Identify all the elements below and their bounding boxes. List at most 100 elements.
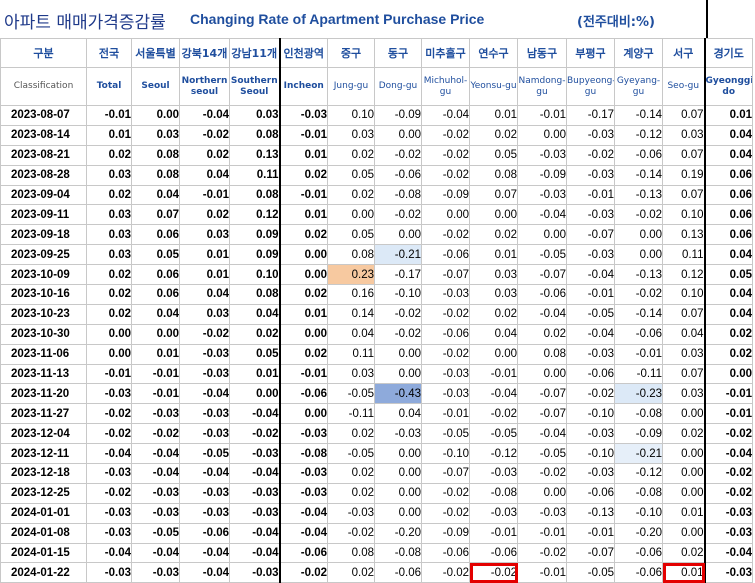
data-cell: 0.11	[662, 244, 705, 266]
data-cell: -0.10	[566, 443, 615, 465]
data-cell: 0.00	[374, 443, 422, 465]
data-cell: -0.03	[421, 363, 470, 385]
data-cell: -0.05	[179, 443, 230, 465]
data-cell: 0.08	[229, 184, 280, 206]
data-cell: 0.03	[662, 124, 705, 146]
data-cell: 0.23	[327, 264, 375, 286]
data-cell: 0.01	[131, 343, 180, 365]
data-cell: -0.13	[614, 264, 663, 286]
data-cell: 0.03	[327, 363, 375, 385]
data-cell: -0.04	[179, 463, 230, 484]
header-col-en: Yeonsu-gu	[469, 67, 518, 106]
data-cell: 0.04	[374, 403, 422, 425]
data-cell: 0.03	[86, 224, 132, 246]
data-cell: 0.00	[278, 323, 328, 345]
data-cell: -0.07	[421, 264, 470, 286]
data-cell: 0.00	[86, 343, 132, 365]
data-cell: -0.03	[86, 502, 132, 524]
data-cell: 0.07	[662, 184, 705, 206]
data-cell: -0.03	[703, 562, 753, 583]
price-table: 구분 전국 서울특별 강북14개 강남11개 인천광역 중구 동구 미추홀구 연수구 남동구 부평구 계…	[0, 38, 753, 583]
header-classification-ko: 구분	[0, 38, 87, 68]
data-cell: -0.01	[278, 363, 328, 385]
data-cell: -0.02	[566, 383, 615, 405]
table-row: 2023-10-23 0.02 0.04 0.03 0.04 0.01 0.14 -0.02-…	[0, 303, 753, 325]
data-cell: 0.08	[327, 244, 375, 266]
data-cell: -0.03	[469, 502, 518, 524]
header-col-ko: 연수구	[469, 38, 518, 68]
table-row: 2024-01-15 -0.04 -0.04 -0.04 -0.04 -0.06 0.08-…	[0, 542, 753, 564]
data-cell: 0.02	[327, 463, 375, 484]
data-cell: -0.01	[517, 562, 567, 583]
data-cell: -0.05	[517, 244, 567, 266]
data-cell: -0.04	[179, 383, 230, 405]
data-cell: 0.00	[517, 124, 567, 146]
data-cell: -0.03	[703, 502, 753, 524]
data-cell: 0.01	[703, 105, 753, 126]
data-cell: 0.00	[86, 323, 132, 345]
data-cell: -0.06	[278, 542, 328, 564]
row-date: 2023-11-06	[0, 343, 87, 365]
header-col-en: Gyeyang-gu	[614, 67, 663, 106]
data-cell: 0.03	[327, 124, 375, 146]
unit-label: (전주대비:%)	[577, 15, 655, 30]
data-cell: 0.05	[229, 343, 280, 365]
data-cell: -0.10	[374, 284, 422, 305]
data-cell: 0.10	[662, 204, 705, 226]
data-cell: 0.04	[703, 124, 753, 146]
data-cell: -0.17	[566, 105, 615, 126]
data-cell: 0.10	[662, 284, 705, 305]
data-cell: -0.04	[86, 443, 132, 465]
row-date: 2023-11-13	[0, 363, 87, 385]
row-date: 2023-12-25	[0, 482, 87, 504]
data-cell: 0.02	[278, 164, 328, 186]
data-cell: -0.01	[469, 522, 518, 544]
table-row: 2023-09-11 0.03 0.07 0.02 0.12 0.01 0.00 -0.02 0…	[0, 204, 753, 226]
data-cell: -0.06	[614, 323, 663, 345]
row-date: 2023-09-04	[0, 184, 87, 206]
data-cell: 0.16	[327, 284, 375, 305]
data-cell: -0.03	[703, 522, 753, 544]
table-row: 2023-12-04 -0.02 -0.02 -0.03 -0.02 -0.03 0.02-…	[0, 423, 753, 445]
header-col-ko: 미추홀구	[421, 38, 470, 68]
table-row: 2023-11-06 0.00 0.01 -0.03 0.05 0.02 0.11 0.00-…	[0, 343, 753, 365]
header-col-en: Northern seoul	[179, 67, 230, 106]
data-cell: 0.09	[229, 244, 280, 266]
data-cell: -0.03	[469, 463, 518, 484]
data-cell: 0.03	[469, 284, 518, 305]
data-cell: -0.08	[614, 482, 663, 504]
data-cell: -0.03	[131, 482, 180, 504]
data-cell: -0.02	[86, 482, 132, 504]
data-cell: -0.02	[179, 124, 230, 146]
data-cell: -0.04	[421, 105, 470, 126]
data-cell: -0.03	[179, 343, 230, 365]
data-cell: -0.02	[421, 303, 470, 325]
data-cell: 0.08	[469, 164, 518, 186]
data-cell: 0.03	[229, 105, 280, 126]
row-date: 2023-10-16	[0, 284, 87, 305]
data-cell: 0.00	[374, 482, 422, 504]
header-col-en: Southern Seoul	[229, 67, 280, 106]
header-col-en: Jung-gu	[327, 67, 375, 106]
data-cell: -0.01	[469, 363, 518, 385]
data-cell: -0.03	[229, 562, 280, 583]
header-col-en: Michuhol-gu	[421, 67, 470, 106]
data-cell: -0.02	[421, 343, 470, 365]
data-cell: -0.06	[469, 542, 518, 564]
data-cell: -0.05	[131, 522, 180, 544]
data-cell: -0.01	[131, 363, 180, 385]
data-cell: -0.10	[614, 502, 663, 524]
data-cell: -0.04	[131, 443, 180, 465]
header-col-ko: 경기도	[703, 38, 753, 68]
data-cell: -0.03	[517, 184, 567, 206]
data-cell: -0.05	[421, 423, 470, 445]
data-cell: 0.01	[662, 502, 705, 524]
data-cell: -0.04	[131, 542, 180, 564]
row-date: 2023-09-25	[0, 244, 87, 266]
data-cell: 0.02	[86, 184, 132, 206]
data-cell: -0.01	[86, 363, 132, 385]
data-cell: -0.06	[179, 522, 230, 544]
data-cell: 0.00	[229, 383, 280, 405]
data-cell: -0.08	[614, 403, 663, 425]
data-cell: -0.01	[517, 522, 567, 544]
